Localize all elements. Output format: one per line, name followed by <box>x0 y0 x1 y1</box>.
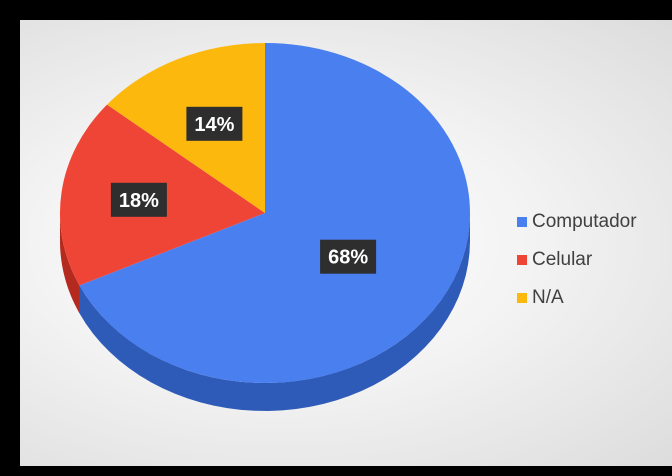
data-label-celular: 18% <box>110 182 167 217</box>
data-label-text: 68% <box>328 247 368 269</box>
data-label-text: 14% <box>194 114 234 136</box>
pie-chart: 68% 18% 14% <box>59 42 471 411</box>
data-label-computador: 68% <box>320 239 377 274</box>
chart-area: 68% 18% 14% Computador Celular N/A <box>20 20 672 466</box>
legend-item-celular: Celular <box>517 241 637 279</box>
data-label-box <box>110 182 167 217</box>
legend-item-n-a: N/A <box>517 279 637 317</box>
data-label-box <box>320 239 377 274</box>
pie-side-celular <box>60 213 80 314</box>
pie-slice-n-a[interactable] <box>107 42 265 213</box>
data-label-box <box>186 106 243 141</box>
legend-swatch <box>517 293 527 303</box>
legend-label: Computador <box>532 211 637 232</box>
legend: Computador Celular N/A <box>517 203 637 317</box>
pie-side-computador <box>79 213 470 411</box>
legend-item-computador: Computador <box>517 203 637 241</box>
legend-label: N/A <box>532 287 564 308</box>
pie-slice-computador[interactable] <box>79 43 471 383</box>
data-label-n-a: 14% <box>186 106 243 141</box>
legend-swatch <box>517 217 527 227</box>
data-label-text: 18% <box>119 190 159 212</box>
legend-swatch <box>517 255 527 265</box>
legend-label: Celular <box>532 249 593 270</box>
